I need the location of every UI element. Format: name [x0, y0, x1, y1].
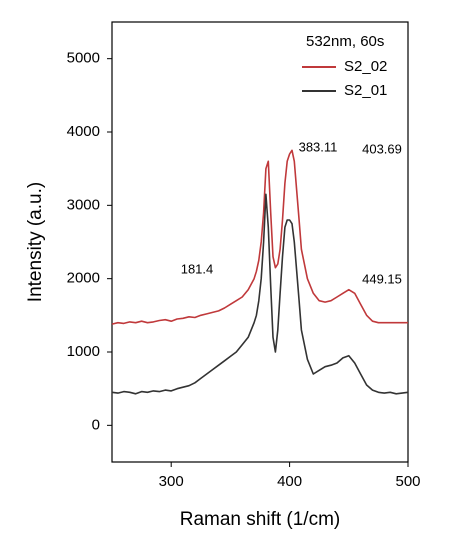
legend-label: S2_01	[344, 82, 387, 99]
data-line	[111, 193, 409, 395]
x-tick-label: 400	[277, 473, 302, 490]
y-tick-label: 0	[92, 416, 100, 433]
annotation: 403.69	[362, 141, 402, 156]
annotation: 383.11	[299, 139, 338, 154]
y-tick-label: 3000	[67, 196, 100, 213]
y-axis-title: Intensity (a.u.)	[25, 182, 46, 302]
x-axis-title: Raman shift (1/cm)	[180, 509, 340, 530]
x-tick-label: 500	[395, 473, 420, 490]
annotation: 181.4	[181, 261, 214, 276]
y-tick-label: 5000	[67, 50, 100, 67]
x-tick-label: 300	[159, 473, 184, 490]
y-tick-label: 1000	[67, 343, 100, 360]
plot-frame	[111, 21, 409, 463]
legend-title: 532nm, 60s	[306, 33, 384, 50]
legend-label: S2_02	[344, 58, 387, 75]
y-tick-label: 2000	[67, 270, 100, 287]
annotation: 449.15	[362, 271, 402, 286]
data-line	[111, 149, 408, 325]
y-tick-label: 4000	[67, 123, 100, 140]
